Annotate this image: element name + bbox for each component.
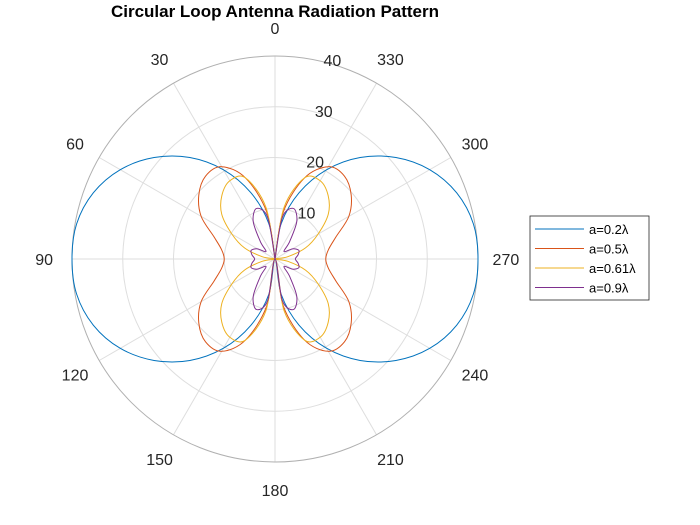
theta-tick-label: 240	[462, 367, 489, 384]
legend-label-1: a=0.2λ	[589, 222, 629, 237]
grid-ring	[173, 157, 377, 361]
theta-tick-label: 180	[262, 483, 289, 500]
theta-tick-label: 330	[377, 52, 404, 69]
legend-label-2: a=0.5λ	[589, 242, 629, 257]
legend: a=0.2λ a=0.5λ a=0.61λ a=0.9λ	[529, 215, 650, 301]
series-lines	[71, 155, 479, 363]
legend-box	[529, 215, 650, 301]
r-tick-label: 40	[324, 53, 342, 70]
theta-tick-label: 270	[493, 252, 520, 269]
axis-labels: 0 30 60 90 120 150 180 210 240 270 300 330 10 20 30 40	[35, 21, 519, 500]
r-tick-label: 20	[306, 155, 324, 172]
polar-grid	[71, 55, 479, 463]
theta-tick-label: 300	[462, 137, 489, 154]
theta-tick-label: 210	[377, 452, 404, 469]
theta-tick-label: 120	[62, 367, 89, 384]
r-tick-label: 10	[298, 205, 316, 222]
legend-label-3: a=0.61λ	[589, 261, 636, 276]
theta-tick-label: 60	[66, 137, 84, 154]
grid-ring	[122, 106, 428, 412]
series-line-4	[250, 207, 300, 311]
theta-tick-label: 0	[271, 21, 280, 38]
legend-label-4: a=0.9λ	[589, 281, 629, 296]
theta-tick-label: 150	[146, 452, 173, 469]
r-tick-label: 30	[315, 104, 333, 121]
chart-title: Circular Loop Antenna Radiation Pattern	[111, 2, 439, 21]
theta-tick-label: 30	[151, 52, 169, 69]
theta-tick-label: 90	[35, 252, 53, 269]
